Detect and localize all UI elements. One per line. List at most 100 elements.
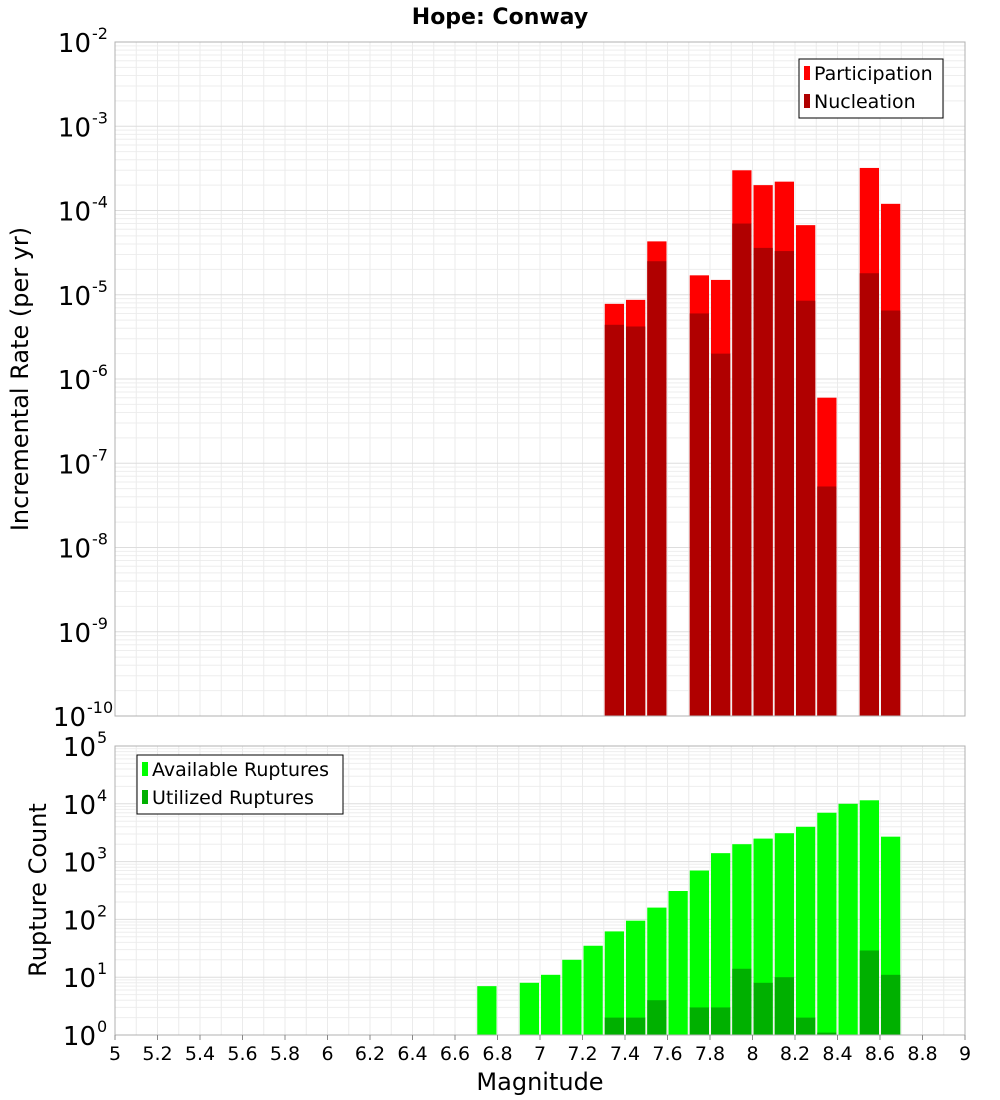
- bar-available-ruptures-7.05: [541, 974, 561, 1035]
- bar-nucleation-8.15: [774, 251, 794, 717]
- y-tick-label: 10 -5: [58, 277, 108, 312]
- x-tick-label: 6.4: [397, 1043, 427, 1065]
- bar-utilized-ruptures-8.65: [881, 974, 901, 1035]
- bar-utilized-ruptures-7.95: [732, 968, 752, 1035]
- y-tick-base: 10: [63, 964, 96, 994]
- bar-available-ruptures-6.75: [477, 986, 497, 1035]
- y-tick-base: 10: [63, 733, 96, 763]
- bottom-plot-legend: Available Ruptures Utilized Ruptures: [136, 754, 344, 815]
- x-tick-label: 8.4: [822, 1043, 852, 1065]
- legend-entry: Available Ruptures: [152, 759, 329, 781]
- y-tick-label: 10 0: [63, 1017, 107, 1052]
- y-tick-base: 10: [53, 703, 86, 733]
- bar-nucleation-7.85: [711, 353, 731, 716]
- x-tick-label: 7.6: [652, 1043, 682, 1065]
- bar-nucleation-8.05: [753, 247, 773, 716]
- y-tick-base: 10: [58, 619, 91, 649]
- y-tick-label: 10 1: [63, 959, 107, 994]
- y-tick-label: 10 -8: [58, 530, 108, 565]
- x-tick-label: 6: [321, 1043, 333, 1065]
- y-tick-label: 10 4: [63, 786, 107, 821]
- y-tick-label: 10 -3: [58, 108, 108, 143]
- legend-swatch: [142, 790, 148, 804]
- chart-title: Hope: Conway: [412, 5, 588, 30]
- x-tick-label: 5.4: [185, 1043, 215, 1065]
- x-tick-label: 7.4: [610, 1043, 640, 1065]
- y-tick-base: 10: [63, 1022, 96, 1052]
- y-tick-base: 10: [63, 849, 96, 879]
- bar-available-ruptures-7.45: [626, 920, 646, 1035]
- y-tick-exponent: 4: [97, 786, 107, 805]
- x-tick-label: 8.8: [907, 1043, 937, 1065]
- bar-utilized-ruptures-7.45: [626, 1017, 646, 1035]
- bar-nucleation-8.65: [881, 310, 901, 716]
- legend-swatch: [804, 66, 810, 80]
- y-tick-base: 10: [58, 29, 91, 59]
- y-tick-label: 10 -10: [53, 698, 113, 733]
- top-plot-grid: [114, 41, 966, 717]
- bar-nucleation-7.35: [604, 324, 624, 716]
- y-tick-exponent: -5: [92, 277, 108, 296]
- y-tick-base: 10: [58, 535, 91, 565]
- y-tick-exponent: -9: [92, 614, 108, 633]
- x-tick-label: 5.8: [270, 1043, 300, 1065]
- x-tick-label: 5: [109, 1043, 121, 1065]
- y-tick-base: 10: [58, 366, 91, 396]
- y-tick-exponent: -2: [92, 24, 108, 43]
- y-tick-exponent: -6: [92, 361, 108, 380]
- y-tick-label: 10 -6: [58, 361, 108, 396]
- bar-utilized-ruptures-8.25: [796, 1017, 816, 1035]
- top-plot-bars: [604, 167, 901, 717]
- top-plot-y-axis-label: Incremental Rate (per yr): [6, 227, 34, 531]
- x-tick-label: 7: [534, 1043, 546, 1065]
- y-tick-exponent: 0: [97, 1017, 107, 1036]
- bar-nucleation-8.35: [817, 486, 837, 716]
- x-tick-label: 6.8: [482, 1043, 512, 1065]
- x-tick-label: 5.6: [227, 1043, 257, 1065]
- bar-nucleation-8.55: [859, 273, 879, 716]
- bottom-plot-y-axis-label: Rupture Count: [24, 803, 52, 977]
- y-tick-base: 10: [58, 450, 91, 480]
- y-tick-base: 10: [58, 113, 91, 143]
- legend-box: [136, 754, 344, 815]
- bar-nucleation-7.45: [626, 326, 646, 716]
- bottom-plot-bars: [477, 800, 901, 1035]
- top-plot-legend: Participation Nucleation: [798, 58, 944, 119]
- x-tick-label: 8: [746, 1043, 758, 1065]
- y-tick-label: 10 -2: [58, 24, 108, 59]
- bar-utilized-ruptures-7.75: [689, 1007, 709, 1035]
- bar-nucleation-7.55: [647, 261, 667, 716]
- bar-nucleation-7.95: [732, 223, 752, 717]
- bar-available-ruptures-7.75: [689, 870, 709, 1035]
- bar-available-ruptures-7.65: [668, 890, 688, 1035]
- bar-utilized-ruptures-7.85: [711, 1007, 731, 1035]
- x-tick-label: 7.2: [567, 1043, 597, 1065]
- y-tick-exponent: 3: [97, 844, 107, 863]
- bar-nucleation-7.75: [689, 313, 709, 716]
- x-tick-label: 6.2: [355, 1043, 385, 1065]
- x-tick-label: 9: [959, 1043, 971, 1065]
- y-tick-label: 10 -4: [58, 193, 108, 228]
- bottom-plot-x-ticks: 5 5.2 5.4 5.6 5.8 6 6.2 6.4 6.6 6.8 7 7.2 7.4 7.6 7.8 8…: [109, 1035, 971, 1065]
- bar-available-ruptures-6.95: [519, 982, 539, 1035]
- bar-utilized-ruptures-8.35: [817, 1032, 837, 1035]
- bar-available-ruptures-7.15: [562, 959, 582, 1035]
- bar-available-ruptures-7.85: [711, 853, 731, 1035]
- bar-available-ruptures-7.35: [604, 931, 624, 1035]
- bar-available-ruptures-8.35: [817, 812, 837, 1035]
- y-tick-exponent: 2: [97, 901, 107, 920]
- y-tick-exponent: -4: [92, 193, 108, 212]
- legend-box: [798, 58, 944, 119]
- y-tick-base: 10: [58, 282, 91, 312]
- bar-nucleation-8.25: [796, 300, 816, 716]
- legend-swatch: [804, 94, 810, 108]
- y-tick-base: 10: [63, 791, 96, 821]
- bar-available-ruptures-8.25: [796, 826, 816, 1035]
- y-tick-exponent: -10: [87, 698, 113, 717]
- y-tick-exponent: -8: [92, 530, 108, 549]
- y-tick-exponent: 1: [97, 959, 107, 978]
- bar-utilized-ruptures-8.05: [753, 982, 773, 1035]
